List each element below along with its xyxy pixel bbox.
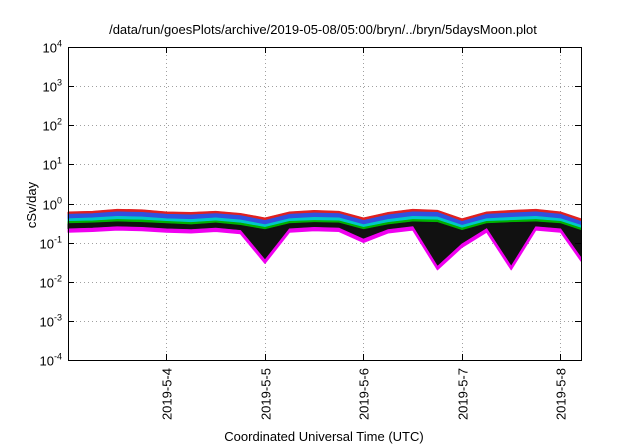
y-tick-label: 10-3	[40, 313, 62, 330]
series-line-2	[67, 211, 582, 223]
series-line-6	[67, 226, 582, 269]
x-axis-label: Coordinated Universal Time (UTC)	[224, 429, 423, 444]
x-tick-label: 2019-5-6	[357, 368, 372, 420]
y-tick-label: 10-1	[40, 235, 62, 252]
series-line-4	[67, 219, 582, 230]
y-tick-label: 100	[43, 196, 62, 213]
series-line-5	[67, 221, 582, 232]
chart-title: /data/run/goesPlots/archive/2019-05-08/0…	[109, 22, 537, 37]
y-tick-label: 103	[43, 78, 62, 95]
y-tick-label: 101	[43, 156, 62, 173]
series-line-3	[67, 215, 582, 227]
x-tick-label: 2019-5-8	[554, 368, 569, 420]
y-axis-label: cSv/day	[24, 181, 39, 228]
y-tick-label: 10-2	[40, 274, 62, 291]
y-tick-label: 10-4	[40, 352, 62, 369]
axes: 10-4 10-3 10-2 10-1 100 101 102 103 104 2019-5-4 2…	[40, 39, 581, 420]
x-tick-label: 2019-5-4	[160, 368, 175, 420]
y-tick-label: 104	[43, 39, 62, 56]
series-line-1	[67, 208, 582, 220]
series-group	[67, 208, 582, 271]
grid	[68, 47, 581, 360]
x-tick-label: 2019-5-5	[259, 368, 274, 420]
y-tick-label: 102	[43, 117, 62, 134]
x-tick-label: 2019-5-7	[456, 368, 471, 420]
